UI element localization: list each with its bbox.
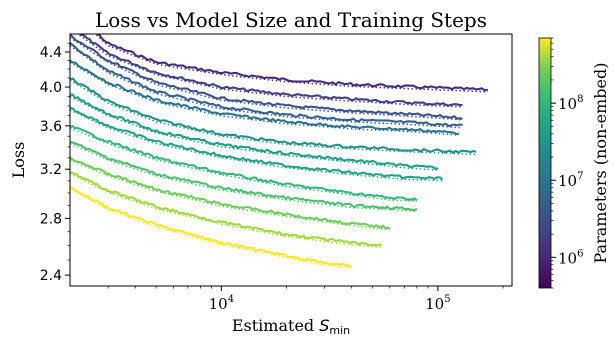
x-axis-label-var: S <box>319 316 329 335</box>
plot-area-frame <box>69 33 513 287</box>
x-tick-label: 105 <box>425 294 450 313</box>
x-tick-base: 10 <box>425 295 444 313</box>
series-fit-line <box>70 79 477 156</box>
series-fit-line <box>70 95 438 171</box>
series-fit-line <box>94 34 488 93</box>
colorbar-tick-exponent: 7 <box>577 171 583 182</box>
series-line <box>78 34 463 107</box>
series-line <box>96 34 489 92</box>
series-line <box>70 186 353 268</box>
y-tick-label: 4.0 <box>40 80 62 96</box>
colorbar-label: Parameters (non-embed) <box>591 63 610 264</box>
series-layer <box>70 34 489 269</box>
x-axis-label-prefix: Estimated <box>232 316 319 335</box>
colorbar-tick-exponent: 6 <box>577 248 583 259</box>
x-axis-label-sub: min <box>329 324 350 337</box>
colorbar-tick-exponent: 8 <box>577 94 583 105</box>
series-line <box>70 171 383 247</box>
y-tick-label: 2.8 <box>40 211 62 227</box>
y-tick-label: 3.6 <box>40 119 62 135</box>
series-fit-line <box>70 127 417 202</box>
series-line <box>70 93 439 170</box>
series-line <box>70 106 444 181</box>
y-tick-label: 4.4 <box>40 45 62 61</box>
series-line <box>70 124 418 202</box>
series-fit-line <box>70 172 382 249</box>
colorbar <box>538 37 552 289</box>
series-fit-line <box>70 159 390 231</box>
series-line <box>70 77 477 154</box>
series-fit-line <box>70 45 463 129</box>
series-fit-line <box>76 34 463 108</box>
colorbar-tick-label: 106 <box>558 248 583 267</box>
colorbar-tick-label: 108 <box>558 94 583 113</box>
series-line <box>70 34 463 120</box>
y-axis-label: Loss <box>9 142 28 179</box>
series-line <box>70 140 418 212</box>
x-tick-exponent: 4 <box>228 294 234 305</box>
colorbar-tick-base: 10 <box>558 95 577 113</box>
x-tick-base: 10 <box>209 295 228 313</box>
series-fit-line <box>70 142 417 213</box>
x-axis-label: Estimated Smin <box>232 316 350 337</box>
x-tick-label: 104 <box>209 294 234 313</box>
y-tick-label: 3.2 <box>40 162 62 178</box>
y-axis-ticks: 2.4 2.8 3.2 3.6 4.0 4.4 <box>40 43 70 284</box>
series-line <box>70 59 459 136</box>
colorbar-tick-base: 10 <box>558 172 577 190</box>
y-tick-label: 2.4 <box>40 268 62 284</box>
series-fit-line <box>70 188 352 269</box>
colorbar-tick-base: 10 <box>558 249 577 267</box>
series-line <box>70 156 391 230</box>
series-line <box>70 42 463 128</box>
x-axis-ticks: 104 105 <box>107 286 504 313</box>
chart-title: Loss vs Model Size and Training Steps <box>95 8 487 32</box>
colorbar-tick-label: 107 <box>558 171 583 190</box>
x-tick-exponent: 5 <box>444 294 450 305</box>
series-fit-line <box>70 61 459 136</box>
